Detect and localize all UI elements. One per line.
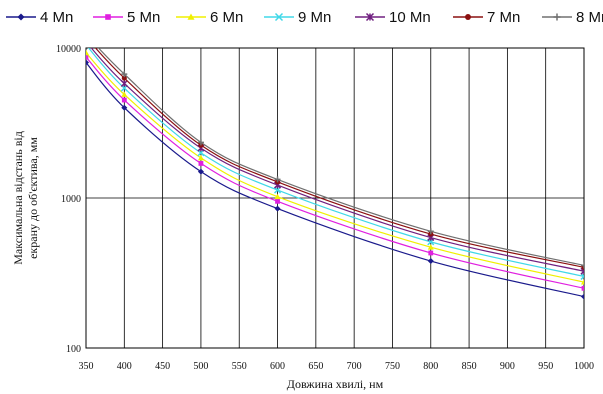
y-tick-label: 100 (66, 344, 81, 355)
data-point (83, 32, 89, 38)
x-tick-label: 850 (462, 361, 477, 372)
data-point (274, 193, 281, 200)
data-point (581, 262, 584, 269)
x-tick-label: 500 (193, 361, 208, 372)
series-4-mn (86, 59, 584, 300)
data-point (427, 228, 434, 235)
data-point (120, 79, 128, 88)
data-point (121, 71, 128, 78)
series-8-mn (83, 32, 584, 269)
data-point (83, 39, 89, 45)
legend-marker (553, 13, 561, 21)
legend-label: 4 Mn (40, 9, 73, 26)
x-tick-label: 600 (270, 361, 285, 372)
legend-marker (274, 12, 284, 22)
legend-marker (465, 14, 471, 20)
x-tick-label: 400 (117, 361, 132, 372)
x-tick-label: 1000 (574, 361, 594, 372)
legend-item: 8 Mn (542, 9, 603, 26)
legend-marker (17, 13, 25, 21)
data-point (121, 91, 128, 97)
data-point (86, 49, 89, 56)
data-point (274, 176, 281, 183)
legend-marker (105, 14, 111, 20)
data-point (198, 161, 204, 166)
data-point (121, 75, 127, 81)
y-axis-label-line-2: екрану до об'єктива, мм (26, 137, 40, 259)
x-tick-label: 800 (423, 361, 438, 372)
legend-item: 4 Mn (6, 9, 73, 26)
y-tick-label: 1000 (61, 194, 81, 205)
data-point (83, 35, 88, 40)
data-point (86, 59, 89, 66)
legend-item: 7 Mn (453, 9, 520, 26)
data-point (197, 168, 204, 175)
data-point (580, 272, 584, 280)
data-point (427, 258, 434, 265)
x-tick-label: 450 (155, 361, 170, 372)
y-tick-label: 10000 (56, 44, 81, 55)
data-point (86, 54, 89, 60)
data-point (581, 285, 584, 291)
data-point (275, 198, 280, 204)
legend-label: 7 Mn (487, 9, 520, 26)
data-point (580, 267, 584, 275)
legend-item: 6 Mn (176, 9, 243, 26)
data-point (121, 104, 128, 111)
x-axis-label: Довжина хвилі, нм (287, 377, 384, 391)
data-point (581, 293, 584, 300)
ticks: 350 400 450 500 550 600 650 700 750 800 850 900 950 1… (56, 44, 594, 372)
legend-label: 5 Mn (127, 9, 160, 26)
data-point (428, 250, 434, 256)
legend-item: 5 Mn (93, 9, 160, 26)
data-point (274, 205, 281, 212)
legend-marker (187, 13, 195, 20)
legend-label: 8 Mn (576, 9, 603, 26)
series-5-mn (86, 54, 584, 291)
x-tick-label: 350 (79, 361, 94, 372)
legend-item: 9 Mn (264, 9, 331, 26)
x-tick-label: 550 (232, 361, 247, 372)
data-point (197, 154, 204, 161)
legend-label: 9 Mn (298, 9, 331, 26)
x-tick-label: 950 (538, 361, 553, 372)
legend-marker (365, 12, 375, 22)
series-layer (83, 32, 584, 300)
legend-label: 10 Mn (389, 9, 431, 26)
x-tick-label: 900 (500, 361, 515, 372)
x-tick-label: 650 (308, 361, 323, 372)
series-6-mn (86, 49, 584, 285)
data-point (427, 244, 434, 250)
legend-label: 6 Mn (210, 9, 243, 26)
data-point (581, 279, 584, 285)
legend-item: 10 Mn (355, 9, 431, 26)
y-axis-label-line-1: Максимальна відстань від (11, 131, 25, 265)
x-tick-label: 750 (385, 361, 400, 372)
data-point (197, 139, 204, 146)
legend: 4 Mn 5 Mn 6 Mn 9 Mn 10 Mn 7 Mn 8 Mn (6, 9, 603, 26)
data-point (88, 48, 89, 49)
data-point (121, 97, 127, 103)
x-tick-label: 700 (347, 361, 362, 372)
